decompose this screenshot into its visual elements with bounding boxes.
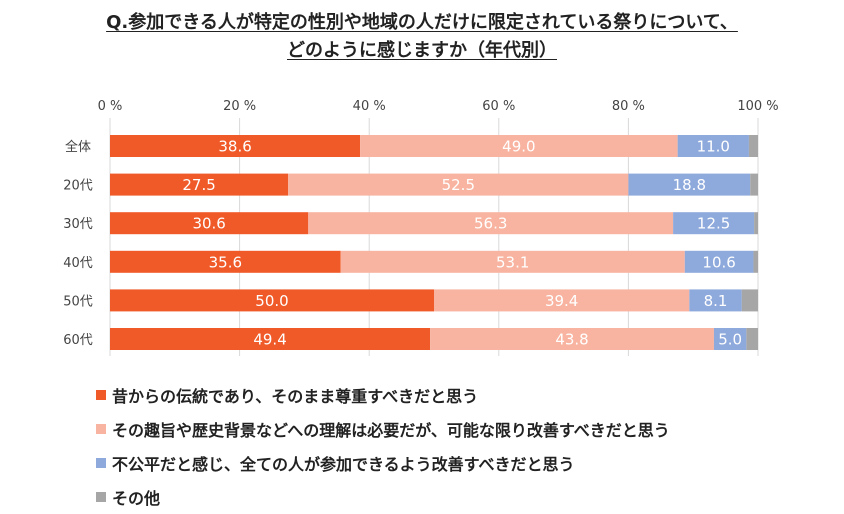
bar-segment <box>684 250 754 273</box>
legend-item: その他 <box>96 480 670 514</box>
legend-item: その趣旨や歴史背景などへの理解は必要だが、可能な限り改善すべきだと思う <box>96 412 670 446</box>
legend-item: 昔からの伝統であり、そのまま尊重すべきだと思う <box>96 378 670 412</box>
bar-segment <box>754 212 758 235</box>
data-label: 50.0 <box>255 292 288 310</box>
bar-segment <box>430 328 714 350</box>
data-label: 35.6 <box>209 253 242 271</box>
category-label: 20代 <box>63 179 93 194</box>
bar-segment <box>677 135 749 157</box>
bar-segment <box>110 250 341 273</box>
bar-segment <box>288 173 629 196</box>
bar-segment <box>434 289 690 312</box>
data-label: 49.0 <box>502 138 535 156</box>
chart-legend: 昔からの伝統であり、そのまま尊重すべきだと思うその趣旨や歴史背景などへの理解は必… <box>96 378 670 514</box>
bar-segment <box>110 135 361 157</box>
bar-segment <box>689 289 742 312</box>
data-label: 52.5 <box>442 176 475 194</box>
legend-label: 不公平だと感じ、全ての人が参加できるよう改善すべきだと思う <box>112 455 575 474</box>
legend-swatch <box>96 492 106 502</box>
bar-segment <box>673 212 755 235</box>
bar-segment <box>748 135 758 157</box>
category-label: 50代 <box>63 294 93 309</box>
bar-segment <box>628 173 751 196</box>
bar-segment <box>360 135 678 157</box>
category-label: 40代 <box>63 256 93 271</box>
x-tick-label: 40 % <box>353 99 386 114</box>
bar-segment <box>110 289 434 312</box>
data-label: 10.6 <box>702 253 735 271</box>
data-label: 11.0 <box>697 138 730 156</box>
data-label: 49.4 <box>253 331 286 349</box>
bar-segment <box>110 328 431 350</box>
legend-label: その趣旨や歴史背景などへの理解は必要だが、可能な限り改善すべきだと思う <box>112 421 670 440</box>
data-label: 18.8 <box>673 176 706 194</box>
bar-segment <box>750 173 758 196</box>
x-tick-label: 20 % <box>223 99 256 114</box>
data-label: 38.6 <box>218 138 251 156</box>
stacked-bar-chart: 0 % 20 % 40 % 60 % 80 % 100 % 全体 38.6 49.0 11.0 20… <box>63 99 779 356</box>
x-tick-label: 100 % <box>737 99 778 114</box>
data-label: 53.1 <box>496 253 529 271</box>
legend-label: その他 <box>112 489 161 508</box>
bar-segment <box>753 250 758 273</box>
x-tick-label: 0 % <box>98 99 123 114</box>
x-tick-label: 60 % <box>482 99 515 114</box>
category-label: 60代 <box>63 333 93 348</box>
data-label: 5.0 <box>718 331 742 349</box>
data-label: 12.5 <box>697 215 730 233</box>
data-label: 8.1 <box>704 292 728 310</box>
data-label: 39.4 <box>545 292 578 310</box>
legend-swatch <box>96 458 106 468</box>
data-label: 27.5 <box>182 176 215 194</box>
chart-title-line1: Q.参加できる人が特定の性別や地域の人だけに限定されている祭りについて、 <box>106 12 738 33</box>
bar-segment <box>110 173 289 196</box>
legend-swatch <box>96 390 106 400</box>
legend-item: 不公平だと感じ、全ての人が参加できるよう改善すべきだと思う <box>96 446 670 480</box>
legend-swatch <box>96 424 106 434</box>
bar-segment <box>746 328 758 350</box>
category-label: 30代 <box>63 217 93 232</box>
data-label: 43.8 <box>555 331 588 349</box>
bar-segment <box>110 212 309 235</box>
bar-segment <box>713 328 747 350</box>
chart-title-line2: どのように感じますか（年代別） <box>287 40 557 61</box>
data-label: 30.6 <box>192 215 225 233</box>
data-label: 56.3 <box>474 215 507 233</box>
category-label: 全体 <box>65 139 91 155</box>
x-tick-label: 80 % <box>612 99 645 114</box>
legend-label: 昔からの伝統であり、そのまま尊重すべきだと思う <box>112 387 479 406</box>
bar-segment <box>741 289 758 312</box>
bar-segment <box>340 250 685 273</box>
bar-segment <box>308 212 674 235</box>
